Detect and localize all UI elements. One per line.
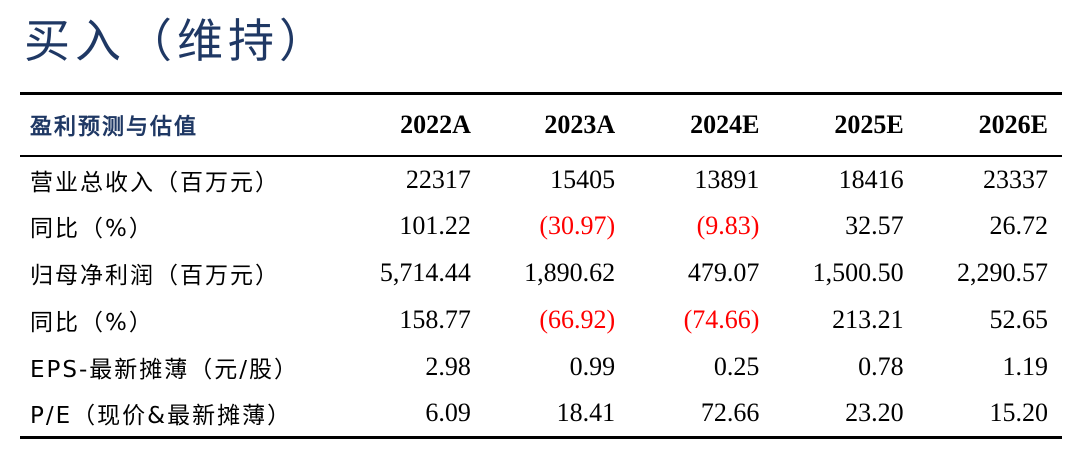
year-header: 2022A [340, 92, 485, 157]
rating-title: 买入（维持） [24, 14, 330, 68]
row-label: 同比（%） [30, 310, 154, 336]
table-cell: 479.07 [687, 258, 760, 287]
table-row: 营业总收入（百万元） 22317 15405 13891 18416 23337 [20, 156, 1062, 203]
table-cell: 1,500.50 [812, 258, 904, 287]
table-cell: 6.09 [340, 390, 485, 439]
table-cell: 101.22 [399, 211, 471, 240]
table-cell: (30.97) [539, 211, 616, 240]
table-row: 归母净利润（百万元） 5,714.44 1,890.62 479.07 1,50… [20, 250, 1062, 297]
year-header: 2025E [773, 92, 918, 157]
forecast-table: 盈利预测与估值 2022A 2023A 2024E 2025E 2026E 营业… [20, 92, 1062, 439]
row-label: 同比（%） [30, 216, 154, 242]
row-label: 归母净利润（百万元） [30, 263, 280, 289]
table-row: P/E（现价&最新摊薄） 6.09 18.41 72.66 23.20 15.2… [20, 390, 1062, 439]
table-cell: 52.65 [989, 305, 1049, 334]
table-header-label: 盈利预测与估值 [20, 92, 341, 157]
table-cell: 2,290.57 [957, 258, 1048, 287]
table-cell: 15.20 [917, 390, 1062, 439]
year-header: 2024E [629, 92, 774, 157]
table-cell: 13891 [694, 164, 760, 194]
table-cell: 1,890.62 [524, 258, 616, 287]
table-cell: 0.78 [858, 352, 904, 381]
year-header: 2026E [917, 92, 1062, 157]
table-cell: 23337 [983, 164, 1048, 194]
table-row: EPS-最新摊薄（元/股） 2.98 0.99 0.25 0.78 1.19 [20, 344, 1062, 391]
row-label: P/E（现价&最新摊薄） [20, 390, 341, 439]
table-cell: 32.57 [845, 211, 904, 240]
row-label: EPS-最新摊薄（元/股） [30, 357, 300, 383]
table-cell: (66.92) [539, 305, 616, 334]
table-cell: 72.66 [629, 390, 774, 439]
row-label: 营业总收入（百万元） [30, 169, 280, 196]
table-cell: 18416 [838, 164, 904, 194]
table-cell: (74.66) [683, 305, 760, 334]
table-cell: 213.21 [832, 305, 904, 334]
table-cell: 2.98 [425, 352, 471, 381]
table-cell: 0.25 [713, 352, 760, 381]
table-cell: 18.41 [484, 390, 630, 439]
table-cell: 23.20 [773, 390, 918, 439]
table-cell: 15405 [550, 164, 616, 194]
table-cell: (9.83) [696, 211, 760, 240]
table-cell: 22317 [405, 164, 471, 194]
table-row: 同比（%） 158.77 (66.92) (74.66) 213.21 52.6… [20, 297, 1062, 344]
table-cell: 26.72 [989, 211, 1049, 240]
table-cell: 1.19 [1002, 352, 1049, 381]
table-header-row: 盈利预测与估值 2022A 2023A 2024E 2025E 2026E [20, 92, 1062, 157]
table-cell: 158.77 [399, 305, 471, 334]
table-cell: 5,714.44 [379, 258, 471, 287]
table-cell: 0.99 [569, 352, 616, 381]
year-header: 2023A [484, 92, 630, 157]
table-row: 同比（%） 101.22 (30.97) (9.83) 32.57 26.72 [20, 203, 1062, 250]
